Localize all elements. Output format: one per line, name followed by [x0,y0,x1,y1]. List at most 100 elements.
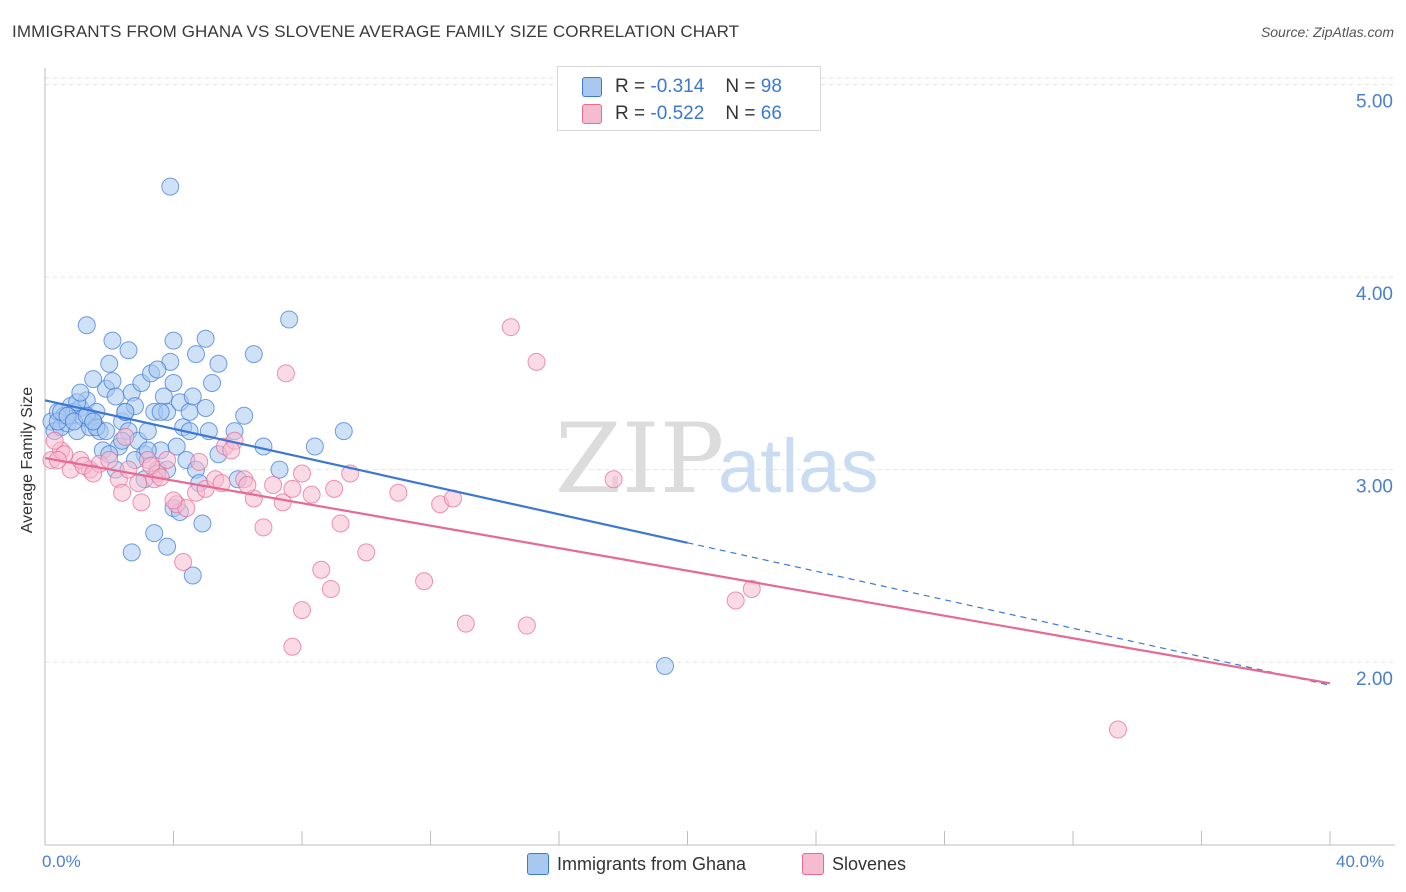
slovene-point [276,364,295,383]
slovene-point [321,579,340,598]
slovene-point [116,427,135,446]
slovene-point [129,474,148,493]
slovene-point [264,476,283,495]
ghana-point [100,354,119,373]
slovene-point [283,479,302,498]
slovenes-legend-swatch-icon [802,853,824,875]
y-axis-label: Average Family Size [19,386,36,534]
ghana-point [167,437,186,456]
slovene-point [501,318,520,337]
slovene-trend-line [44,456,1331,685]
ghana-point [209,354,228,373]
slovene-point [293,601,311,620]
ghana-point [122,543,141,562]
legend-label-ghana: Immigrants from Ghana [557,854,747,874]
watermark-atlas: atlas [718,424,879,509]
slovenes-n-label: N = [725,103,756,124]
ghana-point [183,387,202,406]
ghana-point [186,345,205,364]
ghana-trend-line [44,399,688,544]
ghana-r-value: -0.314 [650,76,705,97]
slovene-point [158,451,177,469]
ghana-point [270,460,289,479]
slovene-point [84,464,103,483]
ghana-r-label: R = [615,76,646,97]
ghana-point [103,372,122,391]
ghana-point [158,537,177,556]
slovene-point [238,476,257,495]
y-tick-label: 3.00 [1356,477,1393,498]
slovene-point [357,543,376,562]
ghana-point [164,374,183,392]
slovene-point [254,518,273,537]
ghana-point [203,374,222,392]
slovene-point [100,451,119,469]
ghana-point [196,399,215,418]
ghana-point [183,566,202,585]
ghana-legend-swatch-icon [527,853,549,875]
slovene-point [415,572,434,591]
ghana-point [84,412,103,431]
ghana-swatch-icon [582,77,602,97]
slovene-point [142,456,161,475]
chart-title: IMMIGRANTS FROM GHANA VS SLOVENE AVERAGE… [12,22,740,41]
slovene-point [283,637,302,656]
ghana-point [196,329,215,348]
ghana-point [193,514,212,533]
slovene-point [45,431,64,450]
ghana-point [106,387,125,406]
slovene-point [222,441,241,460]
y-tick-label: 5.00 [1356,92,1393,113]
watermark-zip: ZIP [555,403,724,515]
slovene-point [742,579,761,598]
ghana-trend-extension [687,542,1331,686]
slovene-point [517,616,536,635]
y-tick-label: 2.00 [1356,669,1393,690]
ghana-point [119,341,138,360]
ghana-point [164,331,183,350]
chart-source: Source: ZipAtlas.com [1260,24,1394,40]
ghana-point [97,422,116,441]
ghana-n-value: 98 [760,76,782,97]
ghana-point [334,422,353,441]
y-tick-label: 4.00 [1356,284,1393,305]
slovenes-swatch-icon [582,104,602,124]
x-tick-label-max: 40.0% [1336,852,1385,871]
stats-legend: R = -0.314 N = 98 R = -0.522 N = 66 [557,66,821,131]
ghana-point [151,402,170,421]
ghana-point [244,345,263,364]
slovene-point [164,491,183,510]
slovene-point [174,553,193,572]
ghana-point [84,370,103,389]
slovene-point [456,614,475,633]
ghana-point [103,331,122,350]
ghana-point [145,524,164,543]
ghana-n-label: N = [725,76,756,97]
slovene-point [190,452,209,471]
x-tick-label-min: 0.0% [42,852,81,871]
slovene-point [331,514,350,533]
slovene-point [604,470,623,489]
ghana-point [77,316,96,335]
ghana-point [235,406,254,425]
ghana-point [305,437,324,456]
slovene-point [325,479,344,498]
ghana-point [161,177,180,196]
ghana-point [148,360,167,379]
ghana-point [71,383,90,402]
slovene-point [293,464,311,483]
slovene-point [527,352,546,371]
slovene-point [312,560,331,579]
legend-label-slovenes: Slovenes [832,854,907,874]
slovene-point [132,493,151,512]
ghana-point [280,310,299,329]
slovene-point [726,591,745,610]
ghana-point [656,656,675,675]
slovene-point [302,485,321,504]
slovene-point [389,483,408,502]
slovenes-r-label: R = [615,103,646,124]
slovenes-n-value: 66 [760,103,782,124]
slovene-point [1108,720,1127,739]
slovenes-r-value: -0.522 [650,103,705,124]
